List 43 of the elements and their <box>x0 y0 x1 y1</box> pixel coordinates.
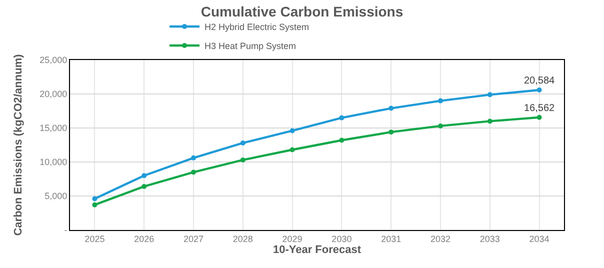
point <box>290 128 295 134</box>
y-tick-label: 5,000 <box>44 191 68 202</box>
x-tick-label: 2027 <box>183 234 204 244</box>
x-tick-label: 2028 <box>232 234 253 244</box>
x-tick-label: 2025 <box>84 234 105 244</box>
legend-label: H3 Heat Pump System <box>204 41 296 52</box>
point <box>487 92 492 98</box>
x-tick-label: 2033 <box>480 234 500 244</box>
point <box>536 88 542 93</box>
x-axis-title: 10-Year Forecast <box>272 244 362 256</box>
point <box>142 184 147 189</box>
point <box>92 202 98 208</box>
x-tick-label: 2030 <box>332 234 352 244</box>
y-tick-label: 10,000 <box>40 157 68 168</box>
y-axis-title: Carbon Emissions (kgCO2/annum) <box>12 54 24 236</box>
point <box>240 140 246 146</box>
point <box>487 118 492 124</box>
x-tick-label: 2031 <box>381 234 402 244</box>
point <box>438 98 443 104</box>
point <box>191 155 196 160</box>
x-tick-label: 2029 <box>282 234 302 244</box>
chart-title: Cumulative Carbon Emissions <box>200 4 404 20</box>
point <box>290 147 295 152</box>
y-tick-label: 15,000 <box>40 123 68 134</box>
point <box>388 130 394 135</box>
point <box>339 115 344 120</box>
data-label: 20,584 <box>524 75 556 86</box>
x-tick-label: 2026 <box>134 234 154 244</box>
x-tick-label: 2032 <box>430 234 451 244</box>
point <box>536 114 542 120</box>
point <box>339 138 344 143</box>
data-label: 16,562 <box>524 102 556 114</box>
point <box>438 123 443 128</box>
point <box>142 173 147 178</box>
point <box>92 196 98 202</box>
point <box>388 106 394 111</box>
y-tick-label: - <box>64 225 68 236</box>
point <box>191 170 196 175</box>
y-tick-label: 25,000 <box>40 55 68 66</box>
point <box>240 157 246 162</box>
legend-label: H2 Hybrid Electric System <box>204 22 310 32</box>
y-tick-label: 20,000 <box>40 89 68 100</box>
x-tick-label: 2034 <box>529 234 550 244</box>
